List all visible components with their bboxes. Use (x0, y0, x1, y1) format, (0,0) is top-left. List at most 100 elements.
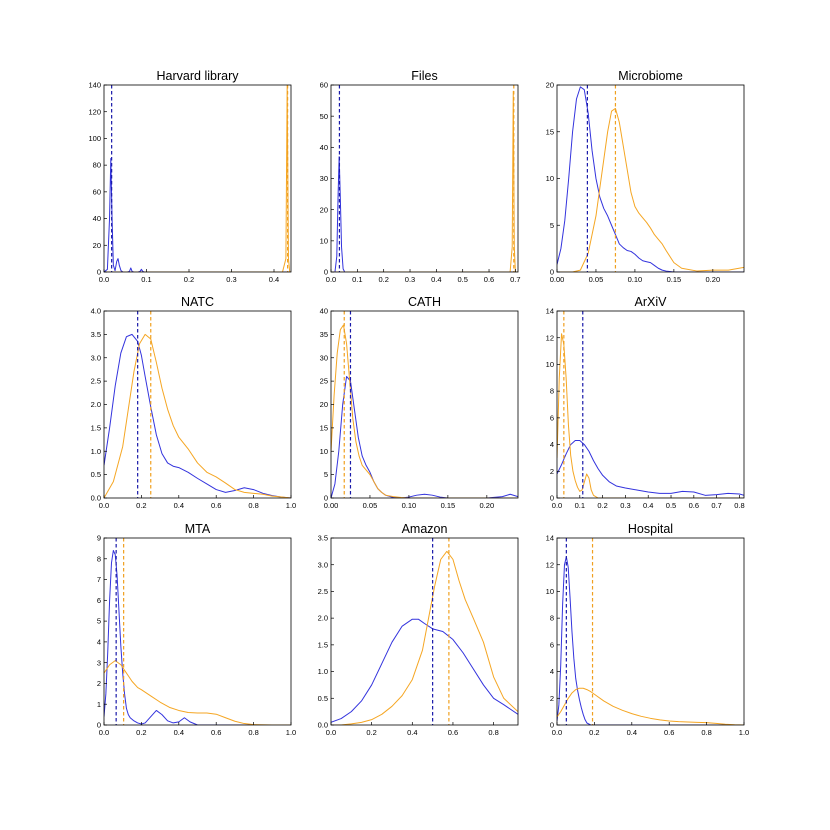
panel-title: Hospital (628, 522, 673, 536)
y-tick-label: 3.0 (91, 353, 101, 362)
y-tick-label: 20 (546, 81, 554, 90)
y-tick-label: 4 (97, 637, 101, 646)
chart-panel-5: ArXiV 0.0 0.1 0.2 0.3 0.4 0.5 0.6 0.7 0.8 0 2 4 6 8 10 1… (546, 295, 745, 510)
y-tick-label: 0 (324, 268, 328, 277)
chart-panel-4: CATH 0.00 0.05 0.10 0.15 0.20 0 5 10 15 20 25 30 35 40 (320, 295, 519, 510)
x-tick-label: 0.4 (174, 728, 184, 737)
x-tick-label: 0.0 (326, 275, 336, 284)
y-tick-label: 2 (550, 694, 554, 703)
x-tick-label: 0.8 (248, 501, 258, 510)
y-tick-label: 9 (97, 534, 101, 543)
x-tick-label: 0.2 (589, 728, 599, 737)
y-tick-label: 20 (93, 241, 101, 250)
x-tick-label: 0.8 (701, 728, 711, 737)
x-tick-label: 0.4 (627, 728, 637, 737)
series-line-orange (331, 550, 518, 725)
y-tick-label: 60 (320, 81, 328, 90)
series-line-orange (557, 687, 744, 725)
x-tick-label: 1.0 (739, 728, 749, 737)
y-tick-label: 1.5 (91, 423, 101, 432)
x-tick-label: 0.6 (211, 501, 221, 510)
x-tick-label: 0.6 (211, 728, 221, 737)
y-tick-label: 12 (546, 333, 554, 342)
y-tick-label: 0 (97, 268, 101, 277)
plot-frame (556, 84, 745, 273)
y-tick-label: 40 (93, 214, 101, 223)
y-tick-label: 10 (546, 174, 554, 183)
x-tick-label: 0.15 (667, 275, 682, 284)
panel-title: NATC (181, 295, 214, 309)
x-tick-label: 0.5 (457, 275, 467, 284)
series-line-orange (557, 333, 744, 498)
y-tick-label: 0.5 (91, 470, 101, 479)
y-tick-label: 5 (97, 617, 101, 626)
y-tick-label: 15 (546, 127, 554, 136)
series-line-blue (104, 549, 291, 725)
y-tick-label: 1.0 (318, 667, 328, 676)
y-tick-label: 30 (320, 353, 328, 362)
y-tick-label: 6 (97, 596, 101, 605)
y-tick-label: 10 (320, 447, 328, 456)
plot-frame (330, 537, 519, 726)
x-tick-label: 0.2 (378, 275, 388, 284)
y-tick-label: 40 (320, 143, 328, 152)
y-tick-label: 2.5 (318, 587, 328, 596)
x-tick-label: 0.6 (664, 728, 674, 737)
plot-frame (103, 310, 292, 499)
y-tick-label: 2.0 (318, 614, 328, 623)
y-tick-label: 10 (546, 360, 554, 369)
series-line-blue (331, 375, 518, 498)
x-tick-label: 0.0 (99, 275, 109, 284)
x-tick-label: 0.2 (136, 728, 146, 737)
y-tick-label: 5 (324, 470, 328, 479)
series-line-blue (104, 333, 291, 498)
y-tick-label: 4.0 (91, 307, 101, 316)
x-tick-label: 0.00 (550, 275, 565, 284)
series-line-blue (331, 156, 518, 272)
x-tick-label: 0.7 (711, 501, 721, 510)
y-tick-label: 2.0 (91, 400, 101, 409)
chart-panel-1: Files 0.0 0.1 0.2 0.3 0.4 0.5 0.6 0.7 0 10 20 30 40 50… (320, 69, 521, 284)
plot-frame (330, 84, 519, 273)
series-line-orange (331, 90, 518, 272)
y-tick-label: 20 (320, 400, 328, 409)
series-line-blue (104, 157, 291, 272)
x-tick-label: 0.10 (402, 501, 417, 510)
plot-frame (103, 84, 292, 273)
x-tick-label: 0.05 (589, 275, 604, 284)
y-tick-label: 120 (88, 107, 101, 116)
x-tick-label: 0.3 (226, 275, 236, 284)
chart-panel-3: NATC 0.0 0.2 0.4 0.6 0.8 1.0 0.0 0.5 1.0 1.5 2.0 2.5… (91, 295, 297, 510)
y-tick-label: 10 (546, 587, 554, 596)
y-tick-label: 60 (93, 187, 101, 196)
y-tick-label: 14 (546, 534, 554, 543)
panel-title: CATH (408, 295, 441, 309)
y-tick-label: 25 (320, 377, 328, 386)
plot-frame (330, 310, 519, 499)
x-tick-label: 0.1 (352, 275, 362, 284)
panel-title: Harvard library (157, 69, 240, 83)
x-tick-label: 0.2 (136, 501, 146, 510)
y-tick-label: 8 (550, 387, 554, 396)
y-tick-label: 3 (97, 658, 101, 667)
y-tick-label: 20 (320, 205, 328, 214)
y-tick-label: 30 (320, 174, 328, 183)
x-tick-label: 0.5 (666, 501, 676, 510)
series-line-blue (331, 618, 518, 723)
x-tick-label: 0.0 (99, 728, 109, 737)
x-tick-label: 0.0 (99, 501, 109, 510)
chart-panel-2: Microbiome 0.00 0.05 0.10 0.15 0.20 0 5 10 15 20 (546, 69, 745, 284)
y-tick-label: 6 (550, 640, 554, 649)
y-tick-label: 2 (550, 467, 554, 476)
x-tick-label: 0.05 (363, 501, 378, 510)
y-tick-label: 8 (550, 614, 554, 623)
x-tick-label: 0.0 (552, 501, 562, 510)
series-line-blue (557, 86, 744, 272)
chart-panel-7: Amazon 0.0 0.2 0.4 0.6 0.8 0.0 0.5 1.0 1.5 2.0 2.5 3… (318, 522, 519, 737)
y-tick-label: 0 (324, 494, 328, 503)
y-tick-label: 6 (550, 413, 554, 422)
series-line-orange (331, 324, 518, 498)
series-line-orange (104, 660, 291, 725)
y-tick-label: 50 (320, 112, 328, 121)
y-tick-label: 1.5 (318, 640, 328, 649)
